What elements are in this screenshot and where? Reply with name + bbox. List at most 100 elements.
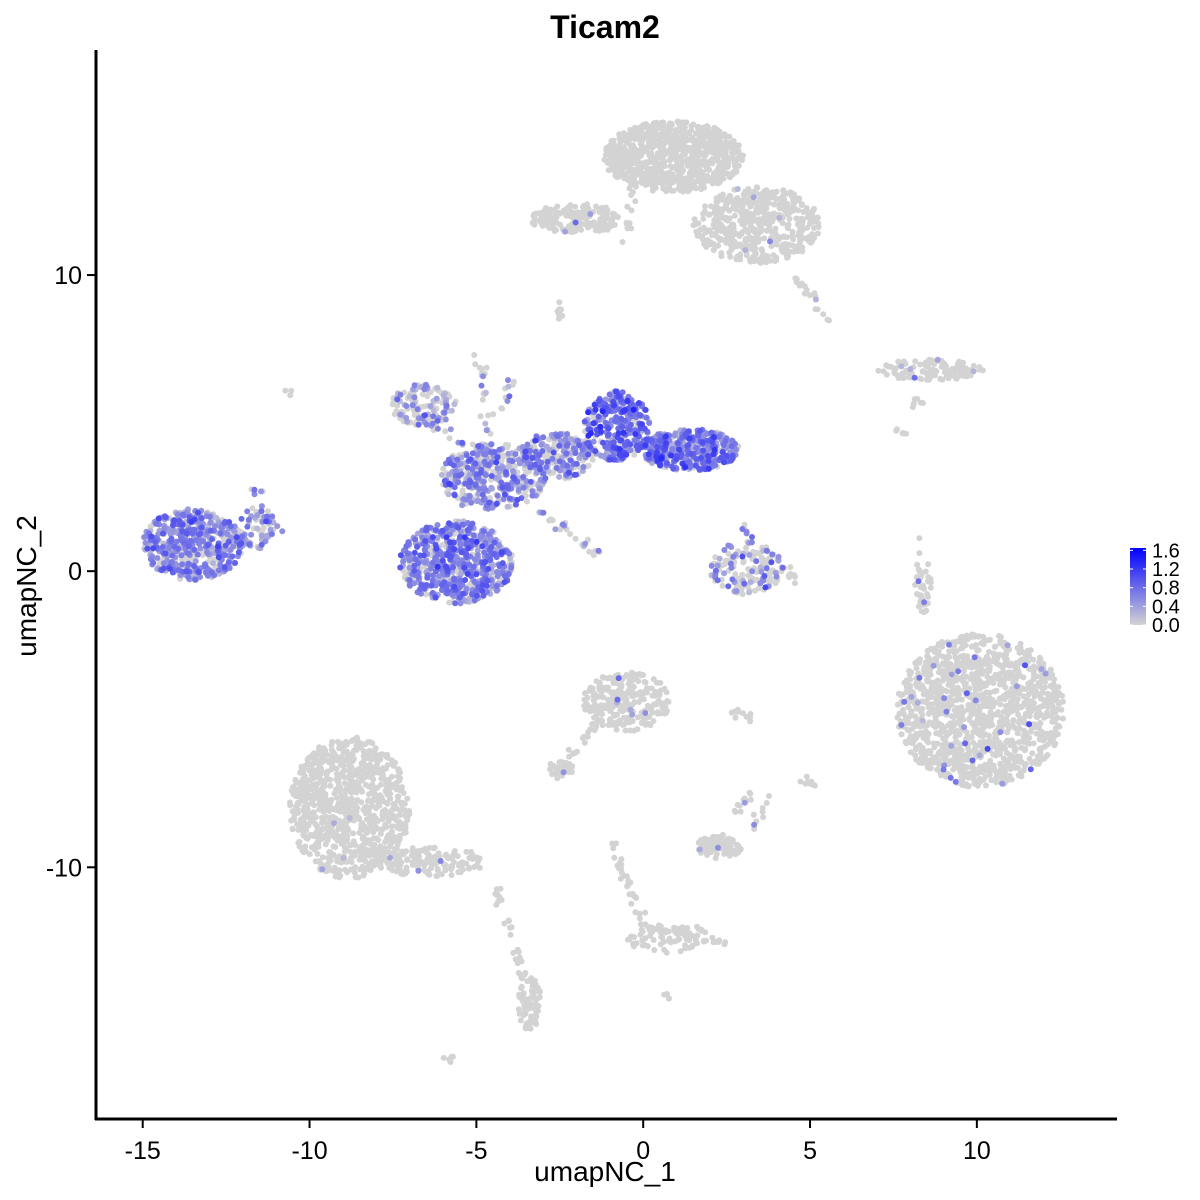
cell-point: [388, 773, 395, 780]
cell-point: [455, 869, 462, 876]
cell-point: [778, 195, 785, 202]
cell-point: [701, 208, 708, 215]
cell-point: [419, 391, 426, 398]
cell-point: [614, 174, 620, 181]
cell-point: [963, 751, 970, 758]
cell-point: [961, 682, 968, 689]
cell-point: [971, 776, 978, 783]
cell-point: [1015, 711, 1022, 718]
cell-point: [680, 158, 687, 165]
cell-point: [986, 636, 993, 643]
cell-point: [597, 225, 604, 231]
cell-point: [421, 866, 428, 873]
cell-point: [348, 738, 355, 744]
cell-point: [984, 673, 991, 680]
cell-point: [710, 221, 717, 228]
cell-point: [1004, 729, 1011, 736]
cell-point: [726, 207, 733, 214]
cell-point: [738, 586, 745, 593]
cell-point: [758, 225, 765, 232]
cell-point: [668, 164, 675, 171]
cell-point: [1053, 695, 1060, 702]
cell-point: [919, 682, 925, 689]
cell-point: [798, 245, 804, 252]
cell-point: [311, 802, 318, 809]
cell-point: [596, 209, 603, 216]
cell-point: [709, 157, 716, 164]
cell-point: [378, 775, 385, 782]
cell-point: [339, 770, 346, 776]
cell-point: [358, 823, 365, 830]
cell-point: [697, 232, 703, 239]
cell-point: [719, 191, 726, 198]
cell-point: [585, 462, 592, 469]
cell-point: [763, 227, 770, 234]
cell-point: [316, 772, 322, 779]
cell-point: [634, 126, 641, 133]
cell-point: [424, 393, 431, 400]
cell-point: [921, 664, 928, 671]
cell-point: [738, 197, 745, 204]
cell-point: [304, 759, 311, 766]
cell-point: [700, 215, 707, 222]
cell-point: [959, 645, 966, 651]
cell-point: [640, 135, 647, 142]
cell-point: [978, 728, 984, 735]
cell-point: [753, 235, 760, 242]
cell-point: [366, 840, 373, 847]
cell-point: [811, 205, 817, 212]
cell-point: [706, 211, 713, 218]
cell-point: [1002, 684, 1009, 691]
cell-point: [763, 560, 770, 567]
cell-point: [710, 173, 717, 180]
cell-point: [357, 843, 364, 850]
cell-point: [745, 186, 752, 192]
cell-point: [649, 184, 656, 191]
cell-point: [750, 253, 757, 260]
cell-point: [649, 144, 656, 151]
cell-point: [362, 836, 368, 843]
cell-point: [678, 175, 685, 182]
cell-point: [902, 738, 909, 745]
cell-point: [722, 216, 729, 222]
cell-point: [725, 550, 732, 557]
cell-point: [685, 129, 692, 136]
cell-point: [926, 672, 933, 678]
cell-point: [356, 784, 363, 791]
cell-point: [757, 259, 764, 266]
cell-point: [978, 777, 985, 784]
cell-point: [959, 776, 966, 783]
cell-point: [1029, 750, 1036, 757]
cell-point: [753, 550, 760, 557]
cell-point: [734, 253, 741, 260]
cell-point: [333, 805, 340, 811]
cell-point: [179, 556, 185, 563]
cell-point: [797, 217, 804, 224]
cell-point: [601, 205, 608, 211]
cell-point: [466, 865, 472, 872]
cell-point: [982, 703, 989, 709]
cell-point: [975, 720, 982, 726]
cell-point: [755, 216, 762, 223]
cell-point: [796, 195, 803, 202]
cell-point: [1043, 753, 1050, 760]
cell-point: [938, 688, 945, 694]
cell-point: [715, 139, 722, 146]
cell-point: [611, 211, 618, 218]
cell-point: [730, 198, 737, 205]
cell-point: [440, 465, 447, 472]
cell-point: [778, 202, 785, 209]
cell-point: [779, 248, 786, 255]
cell-point: [975, 742, 981, 749]
cell-point: [772, 225, 779, 232]
cell-point: [656, 177, 663, 184]
cell-point: [712, 179, 718, 186]
cell-point: [1045, 696, 1052, 703]
cell-point: [951, 647, 958, 654]
cell-point: [771, 258, 778, 264]
cell-point: [434, 866, 441, 872]
cell-point: [718, 250, 725, 257]
cell-point: [932, 754, 939, 761]
cell-point: [752, 245, 759, 252]
cell-point: [770, 252, 777, 259]
